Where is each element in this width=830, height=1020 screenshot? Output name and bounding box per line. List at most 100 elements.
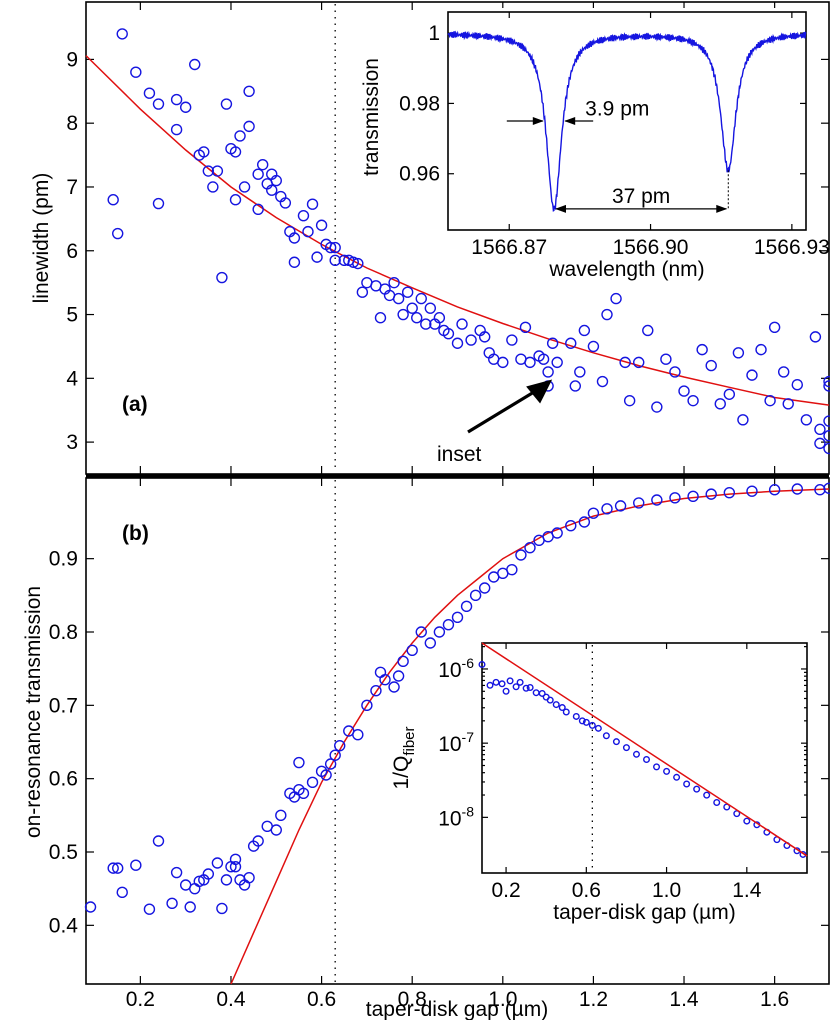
inset-bottom-data-point [743,817,751,825]
panel-a-data-point [356,286,369,298]
panel-b-xtick-label: 1.2 [579,988,608,1011]
panel-a-data-point [288,232,301,244]
panel-a-data-point [574,366,586,378]
inset-top-ytick-label: 0.98 [399,92,440,115]
inset-arrow-head [526,379,553,404]
panel-b-data-point [433,626,446,638]
panel-a-data-point [442,327,455,340]
panel-b-data-point [565,519,577,532]
panel-a-data-point [202,165,215,177]
panel-a-data-point [279,197,292,209]
panel-a-data-point [633,356,645,369]
inset-bottom-data-point [632,750,640,758]
panel-a-data-point [238,181,251,193]
inset-bottom-ytick-base: 10 [438,659,461,682]
splitting-arrowhead-left [554,204,566,213]
panel-b-data-point [270,824,282,836]
inset-top-xtick-label: 1566.93 [754,236,830,259]
panel-a-data-point [551,356,563,369]
panel-b-data-point [469,589,482,602]
panel-a-data-point [143,87,156,99]
panel-b-ylabel: on-resonance transmission [22,586,45,838]
panel-a-data-point [519,321,532,333]
panel-a-data-point [714,398,726,410]
panel-a-data-point [823,375,830,388]
inset-bottom-data-point [538,689,546,697]
panel-b-data-point [130,859,142,871]
panel-a: 3 4 5 6 7 8 9 linewidth (pm) (a) inset [30,1,830,475]
inset-bottom-xtick-label: 0.2 [491,879,520,902]
panel-b-data-point [216,902,228,915]
panel-b-data-point [184,901,196,913]
panel-a-data-point [179,101,192,113]
panel-a-data-point [456,318,468,330]
panel-b-xtick-label: 0.6 [307,988,336,1011]
panel-a-data-point [329,254,341,267]
panel-a-data-point [152,197,165,210]
panel-a-frame [85,1,830,475]
inset-bottom-ytick-base: 10 [438,733,461,756]
panel-a-data-point [243,120,255,133]
panel-b-data-point [578,516,591,528]
panel-b-data-point [791,483,803,495]
panel-b-data-point [229,853,242,866]
splitting-arrowhead-right [716,204,728,213]
panel-a-data-point [270,174,282,187]
panel-a-data-point [234,130,246,142]
panel-a-data-point [189,58,201,71]
inset-bottom-ylabel-subscript: fiber [401,726,418,755]
panel-a-data-point [256,158,269,171]
panel-a-data-point [814,437,826,450]
panel-a-data-point [546,337,559,349]
panel-a-ytick-label: 4 [66,367,78,390]
panel-a-data-point [823,415,830,427]
panel-a-data-point [506,334,518,346]
inset-bottom-data-point [522,684,530,692]
panel-a-data-point [315,219,328,231]
panel-a-data-point [420,318,432,330]
inset-bottom-xtick-label: 1.4 [732,879,762,902]
inset-top-ytick-label: 0.96 [399,163,440,186]
panel-a-ytick-label: 7 [66,176,78,199]
panel-a-ylabel: linewidth (pm) [30,173,53,304]
panel-b-data-point [687,490,699,503]
inset-top-xtick-label: 1566.87 [471,236,547,259]
inset-bottom-xtick-label: 0.6 [572,879,601,902]
panel-b-xtick-label: 1.4 [669,988,699,1011]
panel-a-data-point [800,414,813,426]
panel-a-data-point [297,209,310,222]
panel-a-data-point [252,168,264,180]
panel-b-xtick-label: 1.6 [760,988,789,1011]
panel-b-data-point [614,500,627,512]
inset-top-background [444,8,810,232]
panel-b-data-point [669,492,681,504]
panel-a-data-point [823,442,830,455]
panel-b-xtick-label: 0.2 [126,988,155,1011]
panel-b-data-point [116,886,128,899]
panel-a-data-point [814,423,826,436]
panel-b-data-point [252,835,264,847]
panel-b-data-point [324,758,337,770]
panel-a-data-point [352,257,364,270]
panel-b-data-point [515,549,527,561]
inset-bottom-data-point [673,773,681,781]
panel-b-data-point [275,809,287,822]
panel-a-data-point [374,312,387,324]
panel-a-data-point [791,379,803,391]
inset-bottom-ytick-label: 10-8 [438,803,474,830]
panel-a-ytick-label: 5 [66,304,78,327]
inset-bottom-data-point [478,661,486,669]
inset-bottom-data-point [502,687,510,695]
panel-b-data-point [633,497,645,509]
inset-bottom-data-point [693,785,701,793]
panel-a-data-point [768,321,781,333]
inset-bottom-data-point [612,738,620,746]
inset-bottom-data-point [683,780,691,788]
inset-bottom-frame [481,642,808,874]
panel-a-data-point [433,312,446,324]
panel-a-data-point [311,251,323,263]
panel-b-data-point [293,756,305,769]
inset-bottom-ylabel-main: 1/Q [390,756,413,790]
panel-b-data-point [112,862,124,874]
panel-a-data-point [130,66,142,78]
